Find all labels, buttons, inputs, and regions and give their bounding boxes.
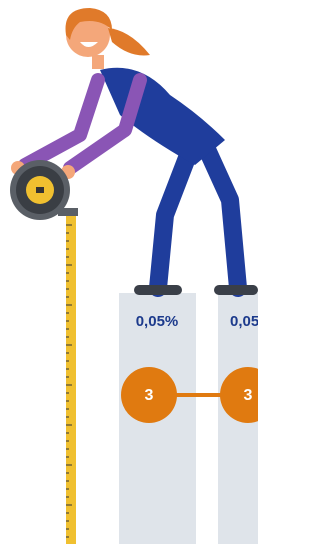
value-label: 3 [145, 387, 154, 404]
woman [11, 8, 258, 295]
tape [66, 215, 76, 544]
percent-label: 0,05% [136, 313, 179, 330]
page: 0,05% 0,05% 3 3 (() => { const [0, 0, 258, 544]
illustration: 0,05% 0,05% 3 3 [0, 0, 258, 544]
value-label: 3 [244, 387, 253, 404]
percent-label: 0,05% [230, 313, 258, 330]
